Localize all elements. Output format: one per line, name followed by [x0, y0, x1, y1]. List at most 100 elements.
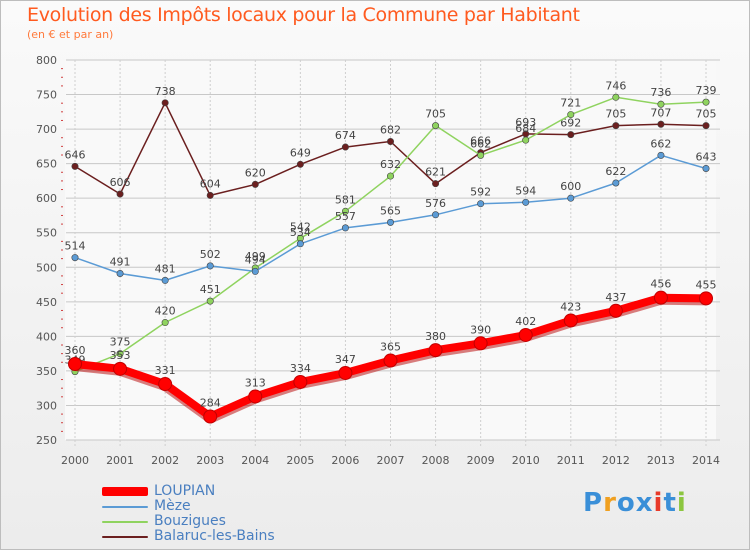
x-tick-label: 2010 — [512, 454, 540, 467]
data-label: 721 — [560, 97, 581, 110]
data-point — [293, 374, 308, 389]
data-point — [386, 172, 394, 180]
x-tick-label: 2005 — [286, 454, 314, 467]
data-point — [432, 122, 440, 130]
data-point — [71, 254, 79, 262]
data-label: 353 — [110, 349, 131, 362]
logo-letter: o — [616, 488, 636, 518]
data-point — [567, 131, 575, 139]
data-point — [612, 179, 620, 187]
data-label: 380 — [425, 330, 446, 343]
data-label: 455 — [696, 278, 717, 291]
data-point — [71, 162, 79, 170]
data-label: 662 — [470, 137, 491, 150]
data-point — [699, 291, 713, 306]
data-point — [116, 350, 124, 358]
data-label: 649 — [290, 146, 311, 159]
data-point — [567, 194, 575, 202]
y-tick-label: 300 — [36, 399, 57, 412]
data-point — [341, 143, 349, 151]
y-tick-label: 550 — [36, 227, 57, 240]
legend-item-loupian[interactable]: LOUPIAN — [102, 484, 275, 499]
legend-label: Bouzigues — [154, 513, 226, 529]
data-point — [206, 297, 214, 305]
data-point — [113, 361, 128, 376]
data-label: 456 — [650, 278, 671, 291]
x-tick-label: 2014 — [692, 454, 720, 467]
data-label: 707 — [650, 106, 671, 119]
data-label: 334 — [290, 362, 311, 375]
data-label: 534 — [290, 226, 311, 239]
data-label: 402 — [515, 315, 536, 328]
data-label: 365 — [380, 341, 401, 354]
y-tick-label: 500 — [36, 261, 57, 274]
data-point — [386, 138, 394, 146]
data-label: 662 — [650, 137, 671, 150]
data-label: 594 — [515, 184, 536, 197]
data-label: 666 — [470, 135, 491, 148]
y-tick-label: 350 — [36, 365, 57, 378]
data-point — [338, 365, 353, 380]
data-point — [116, 190, 124, 198]
data-point — [657, 100, 665, 108]
data-label: 420 — [155, 305, 176, 318]
x-tick-label: 2007 — [377, 454, 405, 467]
legend-item-meze[interactable]: Mèze — [102, 499, 275, 514]
data-point — [161, 276, 169, 284]
data-label: 606 — [110, 176, 131, 189]
data-label: 738 — [155, 85, 176, 98]
data-label: 705 — [425, 108, 446, 121]
data-label: 491 — [110, 255, 131, 268]
data-point — [702, 122, 710, 130]
data-point — [341, 224, 349, 232]
data-point — [296, 160, 304, 168]
data-label: 451 — [200, 283, 221, 296]
x-tick-label: 2006 — [331, 454, 359, 467]
data-point — [386, 218, 394, 226]
legend-swatch — [102, 520, 148, 523]
data-label: 674 — [335, 129, 356, 142]
data-point — [563, 313, 578, 328]
data-label: 705 — [696, 108, 717, 121]
data-point — [612, 122, 620, 130]
data-label: 736 — [650, 86, 671, 99]
legend-swatch — [102, 535, 148, 538]
data-label: 620 — [245, 166, 266, 179]
x-tick-label: 2004 — [241, 454, 269, 467]
data-point — [608, 303, 623, 318]
logo-letter: x — [635, 488, 654, 518]
data-point — [657, 151, 665, 159]
logo-letter: i — [653, 488, 664, 518]
data-label: 423 — [560, 300, 581, 313]
legend-item-bouzigues[interactable]: Bouzigues — [102, 514, 275, 529]
data-point — [702, 164, 710, 172]
data-label: 622 — [605, 165, 626, 178]
data-label: 390 — [470, 323, 491, 336]
chart-subtitle: (en € et par an) — [27, 28, 114, 41]
x-tick-label: 2002 — [151, 454, 179, 467]
data-label: 643 — [696, 150, 717, 163]
data-point — [473, 336, 488, 351]
data-label: 581 — [335, 193, 356, 206]
y-tick-label: 800 — [36, 54, 57, 67]
data-label: 692 — [560, 117, 581, 130]
data-label: 646 — [65, 148, 86, 161]
data-point — [203, 409, 218, 424]
data-label: 313 — [245, 376, 266, 389]
data-label: 494 — [245, 253, 266, 266]
y-tick-label: 400 — [36, 330, 57, 343]
data-point — [428, 343, 443, 358]
data-label: 360 — [65, 344, 86, 357]
x-tick-label: 2012 — [602, 454, 630, 467]
proxiti-logo: Proxiti — [583, 488, 687, 518]
data-label: 542 — [290, 220, 311, 233]
x-tick-label: 2013 — [647, 454, 675, 467]
y-tick-label: 700 — [36, 123, 57, 136]
data-point — [567, 111, 575, 119]
data-point — [518, 327, 533, 342]
data-point — [251, 267, 259, 275]
data-point — [477, 151, 485, 159]
legend-item-balaruc[interactable]: Balaruc-les-Bains — [102, 529, 275, 544]
data-label: 565 — [380, 204, 401, 217]
